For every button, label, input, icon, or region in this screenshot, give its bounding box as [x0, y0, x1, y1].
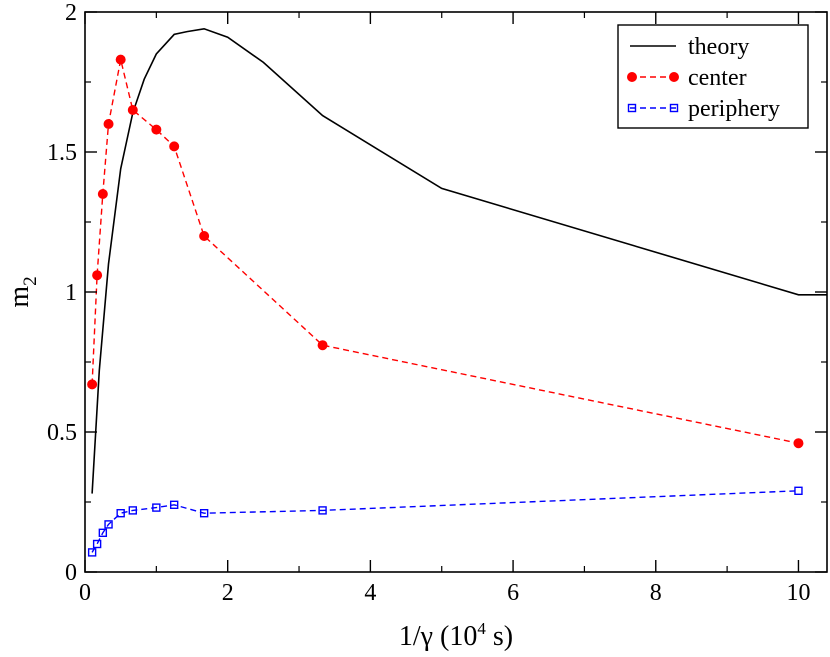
periphery-point	[627, 103, 637, 113]
legend: theory center periphery	[617, 24, 809, 129]
x-axis-title-superscript: 4	[477, 619, 486, 638]
legend-box	[617, 24, 809, 129]
center-point	[151, 124, 162, 135]
periphery-line	[91, 490, 799, 553]
periphery-point	[104, 520, 113, 529]
periphery-point	[87, 548, 97, 557]
center-point	[793, 438, 804, 449]
x-tick-label: 10	[786, 580, 810, 606]
center-point	[103, 119, 114, 129]
x-tick-label: 8	[650, 580, 662, 606]
y-axis-title-subscript: 2	[20, 276, 41, 286]
y-tick-label: 2	[65, 0, 77, 26]
y-tick-label: 1.5	[47, 140, 77, 166]
periphery-point	[128, 506, 138, 515]
theory-line	[91, 27, 827, 494]
legend-center-label: center	[688, 65, 747, 91]
y-tick-label: 0.5	[47, 420, 77, 446]
center-line	[91, 59, 799, 444]
y-axis-title: m2	[4, 276, 41, 307]
x-tick-label: 2	[222, 580, 234, 606]
center-point	[199, 231, 210, 241]
x-axis-title: 1/γ (104 s)	[399, 619, 513, 652]
center-point	[169, 141, 180, 152]
legend-periphery-label: periphery	[688, 96, 780, 122]
periphery-point	[318, 506, 327, 515]
periphery-point	[92, 539, 102, 549]
tick-layer: 0 2 4 6 8 10 0 0.5 1 1.5 2	[47, 0, 827, 606]
periphery-point	[98, 528, 108, 537]
y-tick-label: 0	[65, 560, 77, 586]
series-periphery	[87, 486, 803, 557]
center-point	[92, 270, 103, 281]
series-layer	[87, 27, 827, 557]
periphery-point	[669, 103, 679, 113]
periphery-point	[152, 503, 161, 512]
periphery-point	[169, 500, 179, 509]
series-theory	[91, 27, 827, 494]
y-tick-label: 1	[65, 280, 77, 306]
center-point	[97, 189, 108, 199]
periphery-point	[199, 509, 209, 518]
x-tick-label: 6	[507, 580, 519, 606]
center-point	[87, 379, 98, 390]
center-point	[669, 72, 679, 82]
center-point	[127, 105, 138, 115]
x-tick-label: 0	[79, 580, 91, 606]
periphery-point	[116, 509, 125, 518]
x-tick-label: 4	[364, 580, 376, 606]
series-center	[87, 54, 804, 449]
center-point	[115, 54, 126, 65]
legend-theory-label: theory	[688, 34, 749, 60]
center-point	[627, 72, 637, 82]
center-point	[317, 340, 328, 351]
periphery-point	[794, 486, 803, 495]
